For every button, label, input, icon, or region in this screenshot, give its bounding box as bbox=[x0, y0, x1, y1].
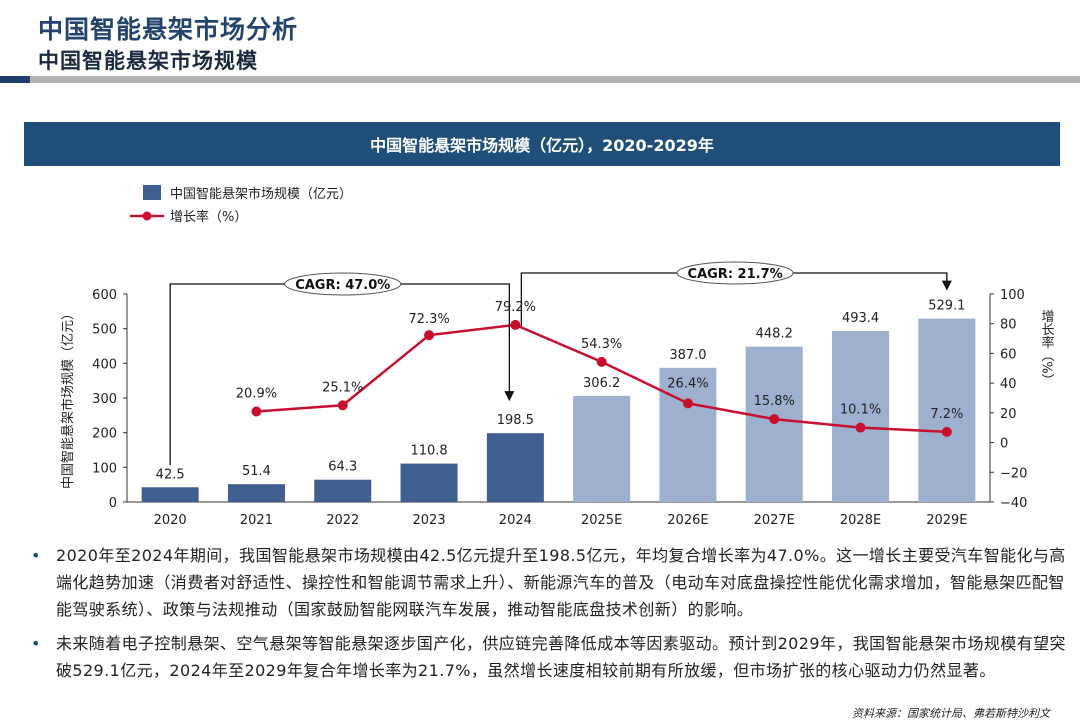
y2-axis-title: 增长率（%） bbox=[1039, 309, 1055, 386]
growth-rate-marker bbox=[682, 398, 693, 409]
growth-rate-label: 20.9% bbox=[236, 387, 277, 402]
y2-tick-label: −20 bbox=[1000, 466, 1027, 481]
x-tick-label: 2021 bbox=[240, 513, 273, 528]
legend-label: 中国智能悬架市场规模（亿元） bbox=[170, 186, 352, 202]
growth-rate-marker bbox=[855, 422, 866, 433]
bar-value-label: 387.0 bbox=[669, 348, 706, 363]
growth-rate-marker bbox=[769, 414, 780, 425]
bar-value-label: 529.1 bbox=[928, 299, 965, 314]
x-tick-label: 2023 bbox=[413, 513, 446, 528]
growth-rate-marker bbox=[596, 356, 607, 367]
cagr-bracket bbox=[169, 283, 511, 466]
y-tick-label: 600 bbox=[92, 288, 117, 303]
legend-label: 增长率（%） bbox=[170, 209, 247, 225]
x-tick-label: 2020 bbox=[154, 513, 187, 528]
y-tick-label: 300 bbox=[92, 392, 117, 407]
growth-rate-marker bbox=[337, 400, 348, 411]
bar-value-label: 493.4 bbox=[842, 311, 879, 326]
x-tick-label: 2024 bbox=[499, 513, 532, 528]
y-tick-label: 400 bbox=[92, 357, 117, 372]
x-tick-label: 2025E bbox=[581, 513, 622, 528]
cagr-label: CAGR: 47.0% bbox=[295, 278, 390, 293]
bar bbox=[745, 346, 803, 502]
source-note: 资料来源：国家统计局、弗若斯特沙利文 bbox=[852, 707, 1050, 720]
y2-tick-label: −40 bbox=[1000, 496, 1027, 511]
y-tick-label: 200 bbox=[92, 427, 117, 442]
y-tick-label: 0 bbox=[109, 496, 117, 511]
y2-tick-label: 80 bbox=[1000, 318, 1017, 333]
arrow-down-icon bbox=[941, 280, 952, 291]
cagr-label: CAGR: 21.7% bbox=[688, 267, 783, 282]
growth-rate-label: 7.2% bbox=[930, 407, 963, 422]
growth-rate-marker bbox=[510, 319, 521, 330]
bullet-dot-icon: • bbox=[31, 546, 41, 565]
page-header: 中国智能悬架市场分析 中国智能悬架市场规模 bbox=[0, 0, 1080, 86]
bar bbox=[227, 484, 285, 502]
bullet-item: • 未来随着电子控制悬架、空气悬架等智能悬架逐步国产化，供应链完善降低成本等因素… bbox=[28, 630, 1068, 684]
bullet-text: 未来随着电子控制悬架、空气悬架等智能悬架逐步国产化，供应链完善降低成本等因素驱动… bbox=[56, 634, 1066, 680]
growth-rate-marker bbox=[251, 406, 262, 417]
growth-rate-label: 26.4% bbox=[667, 376, 708, 391]
bar-value-label: 306.2 bbox=[583, 376, 620, 391]
growth-rate-label: 15.8% bbox=[754, 394, 795, 409]
bar-value-label: 198.5 bbox=[497, 413, 534, 428]
bar bbox=[400, 463, 458, 502]
growth-rate-marker bbox=[941, 426, 952, 437]
page-subtitle: 中国智能悬架市场规模 bbox=[38, 48, 258, 73]
bar bbox=[832, 330, 890, 502]
bar bbox=[314, 479, 372, 502]
x-tick-label: 2029E bbox=[926, 513, 967, 528]
bar bbox=[141, 487, 199, 502]
legend-bar-swatch bbox=[143, 185, 161, 200]
x-tick-label: 2027E bbox=[754, 513, 795, 528]
x-tick-label: 2026E bbox=[667, 513, 708, 528]
arrow-down-icon bbox=[504, 391, 515, 402]
x-tick-label: 2028E bbox=[840, 513, 881, 528]
bar-value-label: 448.2 bbox=[756, 327, 793, 342]
bar-value-label: 110.8 bbox=[410, 444, 447, 459]
y-tick-label: 500 bbox=[92, 323, 117, 338]
cagr-badge bbox=[284, 272, 402, 296]
bullet-dot-icon: • bbox=[31, 634, 41, 653]
bullet-item: • 2020年至2024年期间，我国智能悬架市场规模由42.5亿元提升至198.… bbox=[28, 542, 1068, 623]
y2-tick-label: 20 bbox=[1000, 407, 1017, 422]
y2-tick-label: 0 bbox=[1000, 437, 1008, 452]
growth-rate-marker bbox=[424, 330, 435, 341]
growth-rate-label: 10.1% bbox=[840, 403, 881, 418]
bar-value-label: 64.3 bbox=[328, 460, 357, 475]
header-rule bbox=[30, 76, 1080, 83]
growth-rate-label: 54.3% bbox=[581, 337, 622, 352]
bar-value-label: 42.5 bbox=[156, 467, 185, 482]
growth-rate-label: 79.2% bbox=[495, 300, 536, 315]
growth-rate-label: 25.1% bbox=[322, 380, 363, 395]
header-rule-accent bbox=[0, 76, 30, 83]
bar bbox=[486, 433, 544, 502]
chart-title: 中国智能悬架市场规模（亿元），2020-2029年 bbox=[24, 122, 1060, 166]
y2-tick-label: 100 bbox=[1000, 288, 1025, 303]
commentary: • 2020年至2024年期间，我国智能悬架市场规模由42.5亿元提升至198.… bbox=[28, 542, 1068, 691]
y2-tick-label: 60 bbox=[1000, 347, 1017, 362]
cagr-badge bbox=[676, 261, 794, 285]
bar bbox=[573, 395, 631, 502]
y-axis-title: 中国智能悬架市场规模（亿元） bbox=[60, 307, 76, 489]
bar bbox=[918, 318, 976, 502]
page-title: 中国智能悬架市场分析 bbox=[38, 15, 299, 44]
bar-value-label: 51.4 bbox=[242, 464, 271, 479]
y2-tick-label: 40 bbox=[1000, 377, 1017, 392]
x-tick-label: 2022 bbox=[326, 513, 359, 528]
legend-line-marker bbox=[142, 211, 152, 221]
y-tick-label: 100 bbox=[92, 461, 117, 476]
combo-chart: 中国智能悬架市场规模（亿元）增长率（%）0100200300400500600−… bbox=[60, 185, 1055, 528]
growth-rate-label: 72.3% bbox=[408, 312, 449, 327]
bar bbox=[659, 367, 717, 502]
bullet-text: 2020年至2024年期间，我国智能悬架市场规模由42.5亿元提升至198.5亿… bbox=[56, 546, 1066, 619]
